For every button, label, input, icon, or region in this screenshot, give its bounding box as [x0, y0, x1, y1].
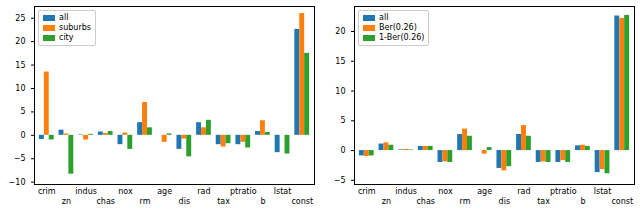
html-text:Ber(0.26): Ber(0.26): [379, 23, 417, 32]
svg-text:b: b: [580, 197, 585, 206]
svg-text:10: 10: [15, 84, 25, 93]
svg-text:−5: −5: [334, 176, 346, 185]
svg-text:lstat: lstat: [594, 187, 612, 196]
html-text:1-Ber(0.26): 1-Ber(0.26): [379, 33, 425, 42]
svg-text:zn: zn: [382, 197, 391, 206]
svg-text:rm: rm: [460, 197, 471, 206]
svg-text:tax: tax: [217, 197, 230, 206]
html-text:city: city: [59, 33, 74, 42]
svg-text:ptratio: ptratio: [550, 187, 577, 196]
html-text:suburbs: suburbs: [59, 23, 91, 32]
svg-text:0: 0: [340, 146, 345, 155]
svg-text:15: 15: [15, 61, 25, 70]
svg-text:crim: crim: [358, 187, 376, 196]
svg-text:age: age: [477, 187, 492, 196]
svg-text:nox: nox: [438, 187, 453, 196]
svg-text:rad: rad: [197, 187, 210, 196]
svg-text:−10: −10: [9, 178, 26, 187]
svg-text:25: 25: [15, 14, 25, 23]
svg-text:20: 20: [335, 27, 345, 36]
html-text:all: all: [59, 13, 69, 22]
svg-text:15: 15: [335, 57, 345, 66]
svg-text:const: const: [611, 197, 633, 206]
svg-text:rm: rm: [140, 197, 151, 206]
svg-text:tax: tax: [537, 197, 550, 206]
svg-text:age: age: [157, 187, 172, 196]
svg-text:zn: zn: [62, 197, 71, 206]
svg-text:indus: indus: [75, 187, 97, 196]
svg-text:nox: nox: [118, 187, 133, 196]
svg-text:b: b: [260, 197, 265, 206]
svg-text:dis: dis: [179, 197, 190, 206]
svg-text:20: 20: [15, 37, 25, 46]
svg-text:dis: dis: [499, 197, 510, 206]
svg-text:chas: chas: [416, 197, 435, 206]
svg-text:−5: −5: [14, 154, 26, 163]
svg-text:5: 5: [340, 116, 345, 125]
svg-text:rad: rad: [517, 187, 530, 196]
svg-text:lstat: lstat: [274, 187, 292, 196]
svg-text:10: 10: [335, 87, 345, 96]
svg-text:ptratio: ptratio: [230, 187, 257, 196]
svg-text:crim: crim: [38, 187, 56, 196]
svg-text:0: 0: [20, 131, 25, 140]
svg-text:5: 5: [20, 107, 25, 116]
svg-text:chas: chas: [96, 197, 115, 206]
html-text:all: all: [379, 13, 389, 22]
svg-text:const: const: [291, 197, 313, 206]
svg-text:indus: indus: [395, 187, 417, 196]
